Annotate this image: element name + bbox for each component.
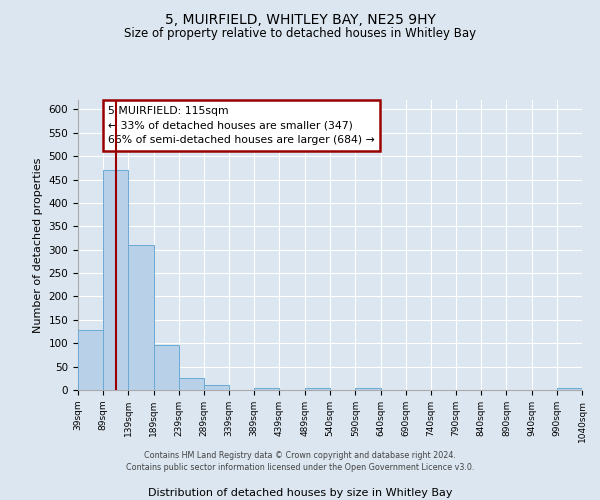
Text: Contains HM Land Registry data © Crown copyright and database right 2024.
Contai: Contains HM Land Registry data © Crown c… <box>126 451 474 472</box>
Text: 5 MUIRFIELD: 115sqm
← 33% of detached houses are smaller (347)
66% of semi-detac: 5 MUIRFIELD: 115sqm ← 33% of detached ho… <box>108 106 375 146</box>
Bar <box>355 388 380 390</box>
Bar <box>78 330 103 390</box>
Bar <box>305 388 330 390</box>
Bar <box>154 344 179 390</box>
Bar <box>128 245 154 390</box>
Text: Distribution of detached houses by size in Whitley Bay: Distribution of detached houses by size … <box>148 488 452 498</box>
Bar <box>204 386 229 390</box>
Bar <box>254 388 280 390</box>
Bar <box>179 378 204 390</box>
Y-axis label: Number of detached properties: Number of detached properties <box>33 158 43 332</box>
Text: Size of property relative to detached houses in Whitley Bay: Size of property relative to detached ho… <box>124 28 476 40</box>
Text: 5, MUIRFIELD, WHITLEY BAY, NE25 9HY: 5, MUIRFIELD, WHITLEY BAY, NE25 9HY <box>164 12 436 26</box>
Bar <box>103 170 128 390</box>
Bar <box>557 388 582 390</box>
